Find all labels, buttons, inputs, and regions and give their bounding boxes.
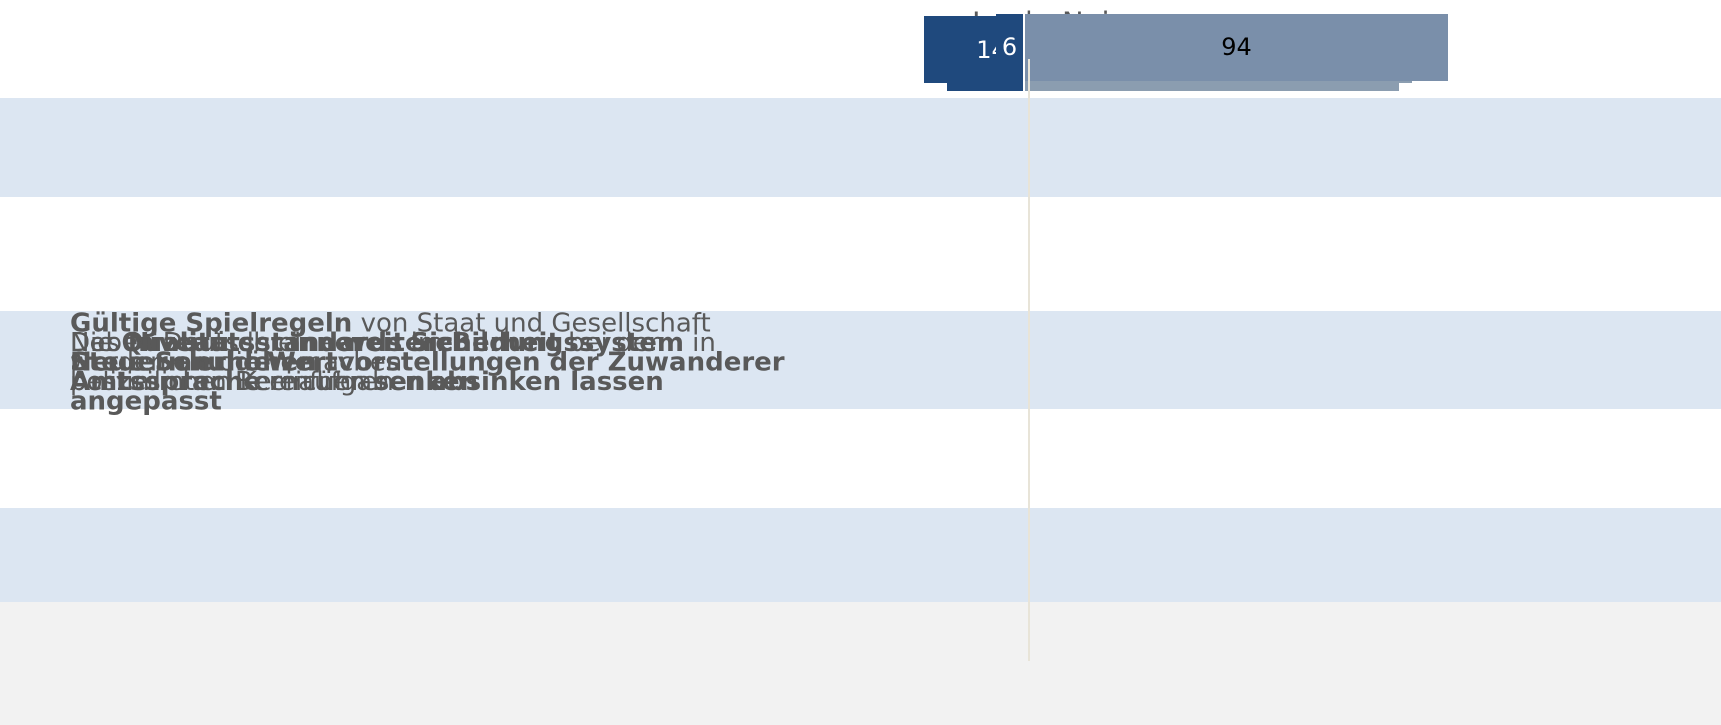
bar-nein: 94	[1025, 13, 1448, 81]
label-segment: Die	[70, 327, 122, 358]
zero-line	[1028, 59, 1030, 661]
label-line: angepasst	[70, 382, 785, 421]
label-segment: absinken lassen	[429, 366, 664, 397]
row-label: Das Niveau der inneren Sicherheit bei de…	[70, 324, 665, 402]
label-segment: der	[229, 327, 289, 358]
label-segment: weitere	[341, 327, 454, 358]
row: Steuern erhöhen1981	[0, 16, 1721, 377]
row-label: Neue Schulden machen	[70, 343, 402, 382]
label-segment: Wertvorstellungen der Zuwanderer	[267, 347, 785, 377]
label-segment: Amtssprache	[70, 366, 262, 397]
label-segment: im	[402, 327, 452, 358]
row-label: Die Qualitätsstandards im Bildungssystem…	[70, 324, 716, 402]
label-segment: machen	[289, 347, 403, 377]
label-segment: senken	[373, 366, 479, 397]
label-line: Die Qualitätsstandards im Bildungssystem…	[70, 324, 716, 363]
label-line: Amtssprache einführen	[70, 363, 453, 402]
label-segment: polizeilichen Kernaufgaben	[70, 366, 430, 397]
label-segment: einführen	[261, 366, 394, 397]
label-line: Neben Deutsch eine weitere	[70, 324, 453, 363]
label-segment: werden	[70, 347, 175, 377]
label-line: bestimmten Bereichen senken	[70, 363, 716, 402]
label-segment: von Staat und Gesellschaft	[352, 308, 711, 338]
label-segment: Niveau	[127, 327, 230, 358]
bar-ja: 6	[996, 13, 1023, 81]
label-segment: inneren Sicherheit	[288, 327, 560, 358]
label-line: werden an die Wertvorstellungen der Zuwa…	[70, 343, 785, 382]
label-segment: in	[683, 327, 716, 358]
label-segment: Das	[70, 327, 128, 358]
label-line: Das Niveau der inneren Sicherheit bei de…	[70, 324, 665, 363]
label-segment: angepasst	[70, 386, 222, 416]
label-segment: Neben Deutsch eine	[70, 327, 342, 358]
row: Neue Schulden machen2278	[0, 0, 1721, 377]
label-segment: Qualitätsstandards	[121, 327, 403, 358]
row: Gültige Spielregeln von Staat und Gesell…	[0, 23, 1721, 416]
row-label: Steuern erhöhen	[70, 343, 317, 382]
label-segment: an	[174, 347, 211, 377]
label-line: polizeilichen Kernaufgaben absinken lass…	[70, 363, 665, 402]
row: Das Niveau der inneren Sicherheit bei de…	[0, 13, 1721, 602]
label-line: Neue Schulden machen	[70, 343, 402, 382]
label-segment: Gültige Spielregeln	[70, 308, 353, 338]
value-label: 94	[1221, 33, 1252, 61]
label-segment: die	[210, 347, 268, 377]
value-label: 6	[1001, 33, 1018, 61]
label-line: Steuern erhöhen	[70, 343, 317, 382]
label-segment: Bildungssystem	[451, 327, 684, 358]
row-label: Gültige Spielregeln von Staat und Gesell…	[70, 304, 785, 421]
label-segment: Steuern erhöhen	[70, 347, 317, 377]
label-segment: bei den	[559, 327, 666, 358]
row: Die Qualitätsstandards im Bildungssystem…	[0, 16, 1721, 508]
label-segment: bestimmten Bereichen	[70, 366, 374, 397]
label-line: Gültige Spielregeln von Staat und Gesell…	[70, 304, 785, 343]
row-label: Neben Deutsch eine weitere Amtssprache ei…	[70, 324, 453, 402]
label-segment: Neue Schulden	[70, 347, 290, 377]
